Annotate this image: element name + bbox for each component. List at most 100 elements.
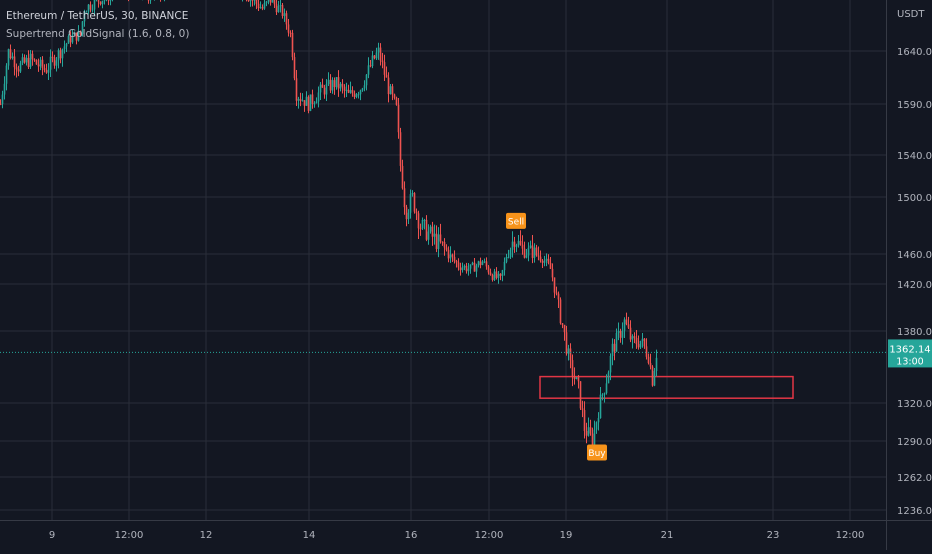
candle-body <box>590 427 592 433</box>
y-tick-label: 1590.00 <box>897 100 932 111</box>
candle-body <box>8 49 10 65</box>
candle-body <box>312 94 314 103</box>
y-tick-label: 1540.00 <box>897 151 932 162</box>
candle-body <box>508 257 510 258</box>
candle-body <box>374 56 376 59</box>
candle-body <box>34 59 36 60</box>
candle-body <box>454 257 456 261</box>
x-tick-label: 9 <box>49 530 55 541</box>
candle-body <box>502 270 504 276</box>
candle-body <box>474 263 476 272</box>
candle-body <box>300 99 302 101</box>
candle-body <box>598 418 600 422</box>
candle-body <box>540 257 542 261</box>
candle-body <box>630 328 632 340</box>
candle-body <box>530 245 532 247</box>
candle-body <box>644 339 646 347</box>
candle-body <box>370 65 372 66</box>
candle-body <box>316 102 318 104</box>
candle-body <box>302 100 304 101</box>
candle-body <box>534 248 536 258</box>
candle-body <box>466 266 468 271</box>
candle-body <box>298 99 300 101</box>
candle-body <box>14 56 16 67</box>
candle-body <box>254 0 256 1</box>
candle-body <box>368 65 370 74</box>
x-tick-label: 12:00 <box>115 530 144 541</box>
x-tick-label: 12:00 <box>836 530 865 541</box>
candle-body <box>330 80 332 91</box>
candle-body <box>90 5 92 10</box>
candle-body <box>402 166 404 188</box>
candle-body <box>382 61 384 63</box>
candle-body <box>526 256 528 258</box>
candle-body <box>354 94 356 98</box>
x-tick-label: 23 <box>767 530 780 541</box>
candle-body <box>342 84 344 87</box>
y-tick-label: 1420.00 <box>897 280 932 291</box>
candle-body <box>556 293 558 294</box>
candle-body <box>32 54 34 60</box>
candle-body <box>472 263 474 265</box>
signal-buy-label: Buy <box>588 449 606 459</box>
candle-body <box>376 53 378 59</box>
signal-sell-label: Sell <box>508 217 524 227</box>
candle-body <box>4 84 6 95</box>
candle-body <box>500 274 502 276</box>
candle-body <box>266 2 268 4</box>
candle-body <box>392 86 394 94</box>
candle-body <box>2 95 4 105</box>
candle-body <box>580 381 582 408</box>
current-price-value: 1362.14 <box>889 344 930 355</box>
candle-body <box>452 255 454 257</box>
candle-body <box>470 264 472 268</box>
candle-body <box>424 220 426 221</box>
candle-body <box>304 100 306 106</box>
candle-body <box>42 60 44 68</box>
candle-body <box>586 431 588 436</box>
candle-body <box>46 70 48 73</box>
candle-body <box>624 319 626 330</box>
candle-body <box>642 339 644 341</box>
candle-body <box>110 0 112 1</box>
candle-body <box>398 105 400 132</box>
candle-body <box>522 245 524 249</box>
candle-body <box>276 4 278 12</box>
candle-body <box>620 331 622 338</box>
candle-body <box>306 97 308 106</box>
candle-body <box>514 242 516 247</box>
candle-body <box>588 427 590 436</box>
candle-body <box>448 250 450 259</box>
candle-body <box>332 80 334 90</box>
candle-body <box>610 356 612 372</box>
candle-body <box>536 248 538 256</box>
candle-body <box>52 57 54 58</box>
candle-body <box>326 84 328 94</box>
candle-body <box>486 261 488 266</box>
candle-body <box>262 7 264 8</box>
candle-body <box>348 90 350 93</box>
candle-body <box>638 344 640 347</box>
candle-body <box>102 1 104 4</box>
candle-body <box>108 0 110 1</box>
candle-body <box>362 88 364 90</box>
candle-body <box>510 250 512 257</box>
candle-body <box>16 67 18 69</box>
candle-body <box>546 259 548 261</box>
candle-body <box>552 269 554 278</box>
currency-label: USDT <box>897 9 925 20</box>
candle-body <box>654 371 656 386</box>
candle-body <box>404 188 406 207</box>
candle-body <box>420 228 422 229</box>
candle-body <box>650 363 652 367</box>
candle-body <box>256 0 258 4</box>
candle-body <box>460 267 462 270</box>
candle-body <box>506 257 508 262</box>
candle-body <box>564 325 566 332</box>
candle-body <box>626 319 628 324</box>
candle-body <box>462 268 464 271</box>
candle-body <box>328 80 330 84</box>
candle-body <box>570 348 572 360</box>
